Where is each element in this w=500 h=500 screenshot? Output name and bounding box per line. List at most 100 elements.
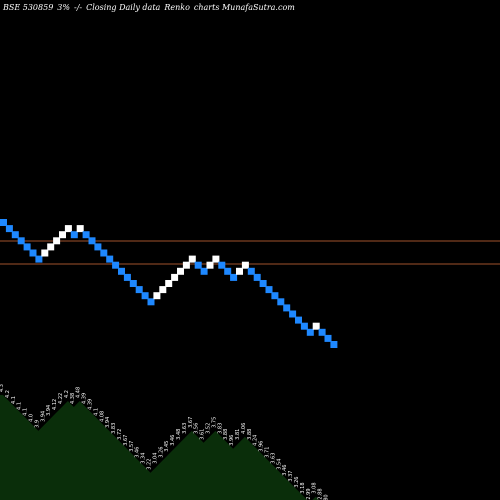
volume-label: 3.94 — [46, 405, 52, 416]
volume-label: 3.88 — [247, 429, 253, 440]
renko-brick — [182, 261, 190, 269]
renko-brick — [247, 267, 255, 275]
volume-label: 4.06 — [241, 423, 247, 434]
renko-brick — [171, 273, 179, 281]
renko-brick — [47, 243, 55, 251]
renko-brick — [283, 304, 291, 312]
renko-brick — [165, 280, 173, 287]
renko-brick — [318, 328, 326, 336]
renko-brick — [271, 292, 279, 300]
volume-label: 3.54 — [276, 459, 282, 470]
renko-brick — [106, 255, 114, 263]
renko-brick — [5, 225, 13, 233]
renko-brick — [0, 219, 7, 226]
chart-kind-label: Renko — [164, 3, 190, 12]
volume-label: 3.72 — [117, 429, 123, 440]
volume-label: 3.26 — [294, 477, 300, 488]
volume-label: 4.2 — [64, 390, 70, 398]
renko-brick — [300, 322, 308, 330]
volume-label: 3.67 — [123, 435, 129, 446]
volume-label: 2.99 — [306, 488, 312, 499]
volume-label: 3.88 — [223, 429, 229, 440]
renko-brick — [330, 341, 338, 348]
volume-label: 3.22 — [147, 459, 153, 470]
renko-brick — [177, 267, 184, 275]
renko-brick — [70, 231, 78, 239]
renko-brick — [265, 286, 273, 294]
volume-label: 3.61 — [200, 429, 206, 440]
volume-label: 4.3 — [0, 384, 5, 392]
renko-brick — [230, 273, 238, 281]
volume-label: 3.9 — [34, 420, 40, 428]
renko-brick — [76, 225, 84, 233]
renko-brick — [64, 225, 72, 233]
volume-label: 3.46 — [282, 465, 288, 476]
symbol-label: BSE 530859 — [3, 3, 54, 12]
renko-brick — [253, 273, 261, 281]
renko-brick — [147, 298, 155, 306]
volume-label: 3.46 — [135, 447, 141, 458]
volume-label: 4.22 — [58, 393, 64, 404]
volume-label: 3.75 — [211, 417, 217, 428]
volume-label: 3.83 — [217, 423, 223, 434]
change-label: 3% — [57, 3, 70, 12]
volume-label: 3.48 — [176, 429, 182, 440]
renko-brick — [94, 243, 102, 251]
chart-header: BSE 530859 3% -/- Closing Daily data Renko ch… — [3, 3, 299, 12]
renko-brick — [153, 292, 161, 300]
volume-label: 3.18 — [300, 482, 306, 493]
renko-brick — [100, 249, 108, 257]
renko-brick — [88, 237, 96, 245]
volume-label: 3.52 — [206, 423, 212, 434]
renko-brick — [59, 231, 66, 239]
volume-label: 4.48 — [76, 387, 82, 398]
renko-brick — [241, 261, 249, 269]
volume-label: 4.1 — [17, 402, 23, 410]
volume-label: 3.08 — [312, 482, 318, 493]
volume-label: 4.24 — [253, 435, 259, 446]
renko-brick — [118, 267, 125, 275]
renko-brick — [112, 261, 120, 269]
renko-brick — [306, 328, 314, 336]
renko-brick — [29, 249, 37, 257]
arrows-label: -/- — [73, 3, 83, 12]
renko-brick — [224, 267, 232, 275]
volume-label: 4.39 — [82, 393, 88, 404]
renko-brick — [188, 255, 196, 263]
volume-label: 2.80 — [324, 494, 330, 500]
volume-label: 2.88 — [318, 488, 324, 499]
renko-brick — [11, 231, 19, 239]
renko-brick — [159, 286, 167, 294]
volume-label: 3.26 — [158, 447, 164, 458]
volume-label: 3.67 — [188, 417, 194, 428]
volume-label: 3.63 — [270, 453, 276, 464]
renko-brick — [218, 261, 226, 269]
volume-label: 4.39 — [88, 399, 94, 410]
volume-label: 3.46 — [170, 435, 176, 446]
data-type-label: Closing Daily data — [86, 3, 161, 12]
renko-brick — [289, 310, 297, 318]
volume-label: 4.38 — [70, 393, 76, 404]
renko-brick — [324, 334, 332, 342]
volume-label: 3.45 — [164, 441, 170, 452]
volume-label: 3.37 — [288, 471, 294, 482]
renko-brick — [41, 249, 49, 257]
renko-brick — [82, 231, 90, 239]
site-label: charts MunafaSutra.com — [193, 3, 295, 12]
volume-label: 3.83 — [111, 423, 117, 434]
volume-label: 3.57 — [129, 441, 135, 452]
volume-label: 3.71 — [265, 447, 271, 458]
volume-label: 3.94 — [105, 417, 111, 428]
volume-label: 4.1 — [93, 408, 99, 416]
volume-area — [0, 395, 334, 500]
renko-brick — [212, 255, 220, 263]
volume-label: 3.94 — [40, 411, 46, 422]
volume-label: 3.81 — [235, 429, 241, 440]
volume-label: 4.12 — [52, 399, 58, 410]
renko-brick — [141, 292, 149, 300]
volume-label: 3.96 — [229, 435, 235, 446]
renko-brick — [277, 298, 285, 306]
volume-label: 3.56 — [194, 423, 200, 434]
renko-brick — [123, 273, 131, 281]
